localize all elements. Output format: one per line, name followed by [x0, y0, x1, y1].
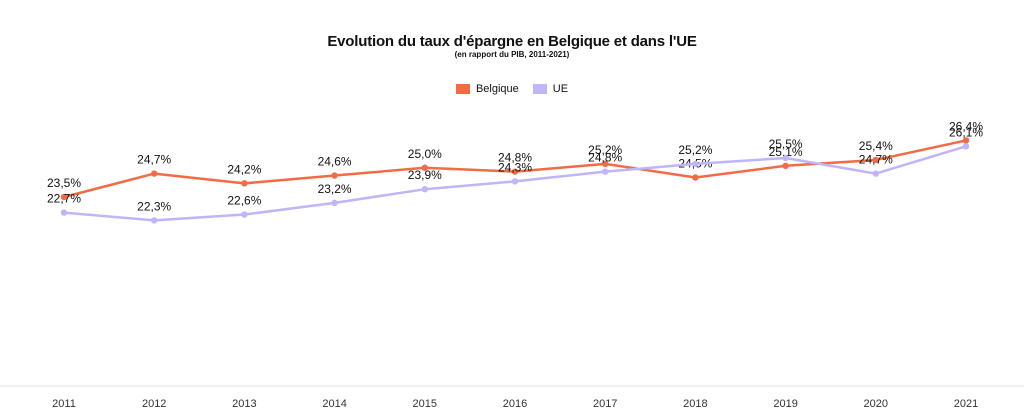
data-point: [782, 162, 789, 169]
data-point: [151, 170, 158, 177]
data-point: [331, 199, 338, 207]
data-label: 26,1%: [949, 125, 983, 139]
data-label: 25,4%: [859, 139, 893, 153]
data-label: 23,5%: [47, 176, 81, 190]
x-tick-label: 2018: [683, 398, 707, 410]
data-label: 23,2%: [318, 182, 352, 196]
data-label: 25,2%: [588, 143, 622, 157]
data-point: [241, 180, 248, 187]
legend-swatch-ue: [532, 84, 547, 94]
data-point: [872, 170, 879, 177]
data-label: 25,2%: [678, 143, 712, 157]
data-point: [692, 160, 699, 168]
data-label: 24,8%: [588, 151, 622, 165]
data-point: [421, 164, 428, 171]
data-point: [60, 209, 68, 216]
data-point: [962, 143, 970, 150]
data-point: [60, 193, 68, 201]
chart-subtitle: (en rapport du PIB, 2011-2021): [454, 50, 570, 59]
data-label: 24,3%: [498, 160, 532, 174]
data-label: 25,1%: [769, 145, 803, 159]
data-point: [962, 137, 970, 144]
x-tick-label: 2021: [954, 398, 978, 410]
chart-title: Evolution du taux d'épargne en Belgique …: [327, 33, 697, 50]
data-label: 24,6%: [318, 155, 352, 169]
data-label: 23,9%: [408, 168, 442, 182]
legend-label-ue: UE: [552, 83, 569, 95]
x-tick-label: 2017: [593, 398, 617, 410]
data-label: 24,7%: [137, 153, 171, 167]
data-point: [782, 154, 789, 162]
legend-item-belgique: Belgique: [455, 83, 519, 95]
data-label: 22,7%: [47, 192, 81, 206]
data-point: [511, 168, 519, 175]
legend-label-belgique: Belgique: [475, 83, 519, 95]
data-label: 24,8%: [498, 151, 532, 165]
legend-item-ue: UE: [532, 83, 569, 95]
data-point: [151, 217, 158, 224]
data-point: [602, 168, 609, 175]
data-point: [602, 160, 609, 168]
x-tick-label: 2015: [413, 398, 437, 410]
legend: Belgique UE: [0, 83, 1024, 95]
x-tick-label: 2012: [142, 398, 166, 410]
data-label: 25,5%: [769, 137, 803, 151]
legend-swatch-belgique: [455, 84, 470, 94]
x-tick-label: 2019: [773, 398, 797, 410]
data-point: [511, 178, 519, 185]
data-label: 22,6%: [227, 194, 261, 208]
data-point: [331, 172, 338, 179]
data-label: 24,2%: [227, 162, 261, 176]
x-tick-label: 2013: [232, 398, 256, 410]
data-point: [241, 211, 248, 218]
x-tick-label: 2016: [503, 398, 527, 410]
x-tick-label: 2014: [322, 398, 346, 410]
data-label: 25,0%: [408, 147, 442, 161]
x-tick-label: 2020: [864, 398, 888, 410]
data-point: [872, 156, 879, 164]
data-label: 26,4%: [949, 119, 983, 133]
data-label: 22,3%: [137, 199, 171, 213]
data-point: [692, 174, 699, 181]
data-label: 24,7%: [859, 153, 893, 167]
x-tick-label: 2011: [52, 398, 76, 410]
data-point: [421, 186, 428, 193]
